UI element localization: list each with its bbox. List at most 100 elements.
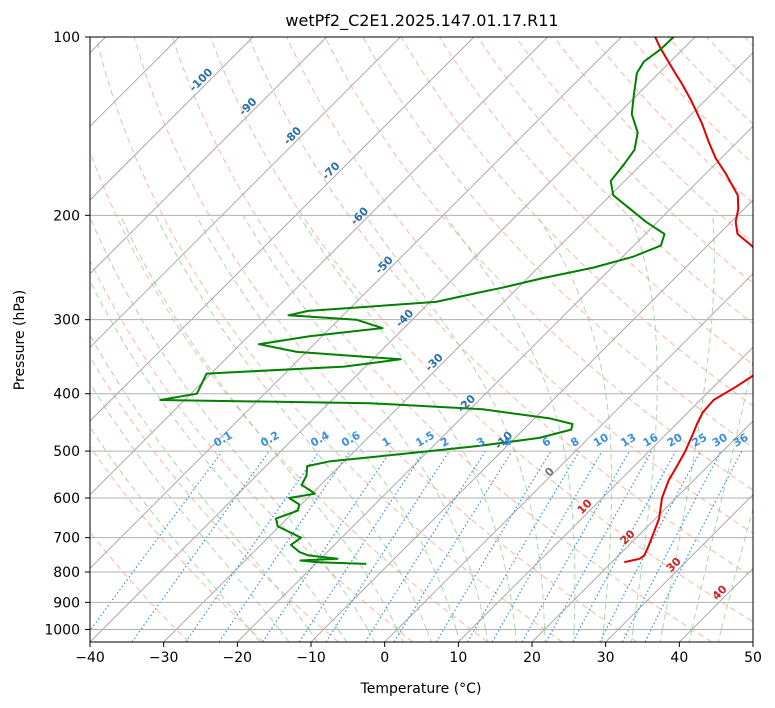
moist-adiabat [717, 506, 753, 642]
isotherm-line [90, 37, 622, 570]
dry-adiabat [744, 37, 753, 47]
isotherm-line [605, 493, 753, 642]
isotherm-line [90, 37, 696, 642]
mixing-ratio-label: 10 [591, 431, 611, 450]
mixing-ratio-line [185, 450, 320, 642]
isotherm-line [678, 567, 753, 642]
isotherm-label: -40 [393, 307, 416, 330]
x-tick-label: 40 [670, 650, 688, 666]
x-tick-label: −40 [75, 650, 105, 666]
dry-adiabat [95, 37, 563, 642]
dry-adiabat [171, 37, 712, 642]
x-tick-label: −20 [223, 650, 253, 666]
profile-lines [159, 37, 753, 565]
isotherm-label-lower: 40 [710, 582, 730, 602]
isotherm-line [752, 641, 753, 642]
background-lines [90, 37, 753, 642]
mixing-ratio-line [325, 450, 450, 642]
isotherm-label: -70 [319, 159, 342, 182]
moist-adiabat [444, 215, 576, 642]
dry-adiabat [248, 37, 753, 578]
isotherm-line [531, 420, 753, 642]
mixing-ratio-label: 16 [641, 431, 661, 450]
moist-adiabat [298, 215, 517, 642]
mixing-ratio-line [545, 450, 653, 642]
isotherm-label: -100 [187, 65, 216, 94]
y-tick-label: 1000 [44, 622, 80, 638]
isotherm-label: -60 [348, 204, 371, 227]
isotherm-line [163, 51, 753, 642]
mixing-ratio-label: 2 [438, 435, 451, 450]
isotherm-label: -30 [423, 351, 446, 374]
x-tick-label: 30 [597, 650, 615, 666]
dry-adiabat [706, 37, 753, 86]
moist-adiabat [242, 215, 489, 642]
isotherm-label-lower: 20 [618, 527, 638, 547]
isotherm-line [384, 272, 753, 642]
dry-adiabat [477, 37, 753, 325]
mixing-ratio-line [218, 450, 351, 642]
dry-adiabat [90, 445, 264, 642]
plot-frame [89, 36, 754, 643]
dry-adiabat [90, 356, 339, 642]
mixing-ratio-line [364, 450, 486, 642]
moist-adiabat [155, 215, 432, 642]
isotherm-label: -50 [373, 253, 396, 276]
moist-adiabat [195, 215, 461, 642]
mixing-ratio-line [298, 450, 425, 642]
y-tick-label: 200 [53, 208, 80, 224]
moist-adiabat [90, 426, 261, 642]
dry-adiabat [668, 37, 753, 125]
mixing-ratio-line [262, 450, 392, 642]
mixing-ratio-label: 13 [618, 431, 638, 450]
axes: −40 −30 −20 −10 0 10 20 30 40 5010020030040050060… [44, 30, 762, 666]
isotherm-line [310, 199, 753, 642]
mixing-ratio-label: 3 [474, 435, 487, 450]
dry-adiabat [324, 37, 753, 491]
isotherm-line [90, 37, 549, 496]
moist-adiabat [90, 334, 319, 642]
isotherm-label: -80 [281, 124, 304, 147]
mixing-ratio-line [435, 450, 552, 642]
y-axis-label: Pressure (hPa) [12, 290, 28, 390]
isotherm-label: -10 [492, 429, 515, 452]
chart-title: wetPf2_C2E1.2025.147.01.17.R11 [285, 11, 558, 31]
moist-adiabat [364, 215, 546, 642]
mixing-ratio-line [599, 450, 702, 642]
mixing-ratio-label: 6 [540, 434, 553, 449]
dry-adiabat [90, 531, 190, 642]
dewpoint-line [159, 37, 675, 565]
isotherm-line [457, 346, 753, 642]
y-tick-label: 100 [53, 30, 80, 46]
dry-adiabat [591, 37, 753, 204]
mixing-ratio-line [521, 450, 631, 642]
temperature-line [624, 37, 753, 564]
mixing-ratio-label: 36 [731, 431, 751, 450]
mixing-ratio-label: 0.2 [258, 429, 281, 450]
y-tick-label: 800 [53, 565, 80, 581]
dry-adiabat [286, 37, 753, 534]
moist-adiabat [120, 215, 404, 642]
y-tick-label: 400 [53, 387, 80, 403]
isotherm-line [90, 37, 254, 201]
isotherm-line [236, 125, 753, 642]
x-tick-label: 10 [449, 650, 467, 666]
isotherm-label: -90 [236, 95, 259, 118]
isotherm-line [90, 37, 401, 349]
mixing-ratio-label: 1 [380, 435, 393, 450]
moist-adiabat [90, 279, 347, 642]
isotherm-line [90, 37, 328, 275]
moist-adiabat [630, 215, 658, 642]
y-tick-label: 300 [53, 313, 80, 329]
x-tick-label: 50 [744, 650, 762, 666]
moist-adiabat [688, 358, 753, 642]
mixing-ratio-line [393, 450, 513, 642]
dry-adiabat [210, 37, 753, 623]
y-tick-label: 600 [53, 491, 80, 507]
x-tick-label: 0 [380, 650, 389, 666]
y-tick-label: 500 [53, 444, 80, 460]
mixing-ratio-label: 0.4 [308, 429, 332, 450]
isotherm-label-lower: 10 [575, 496, 595, 516]
x-axis-label: Temperature (°C) [360, 681, 482, 697]
